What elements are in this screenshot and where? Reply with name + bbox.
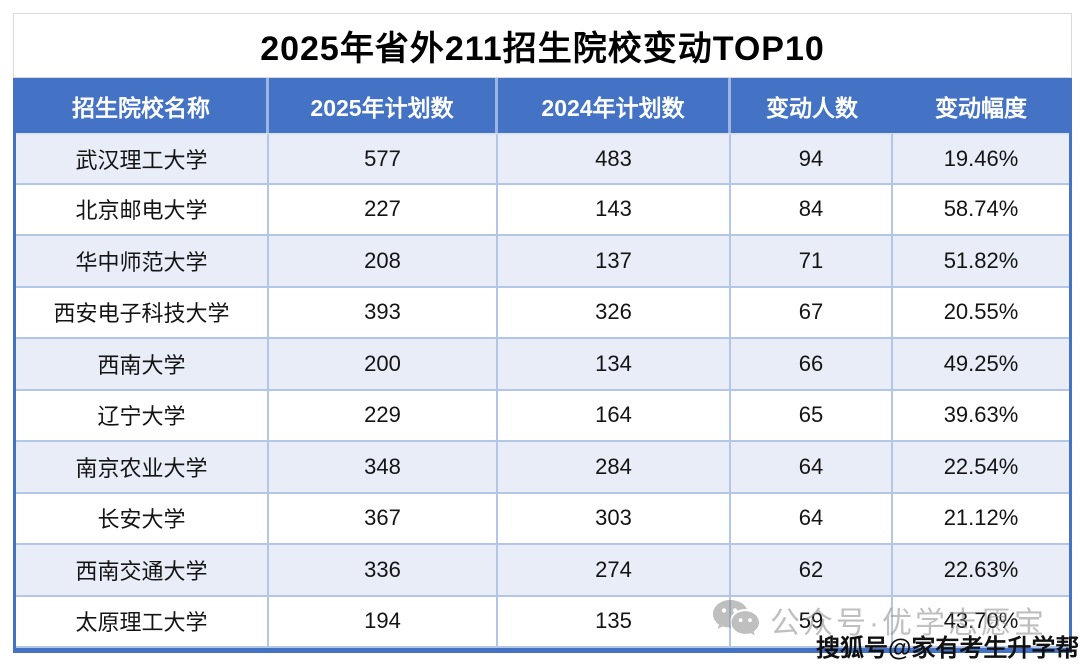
table-row: 辽宁大学 229 164 65 39.63% [16, 390, 1069, 442]
table-cell-change_rate: 22.54% [893, 442, 1069, 494]
table-cell-change_rate: 19.46% [893, 133, 1069, 185]
header-cell-2: 2024年计划数 [498, 78, 731, 133]
table-cell-change_count: 65 [731, 390, 893, 442]
table-cell-change_rate: 39.63% [893, 390, 1069, 442]
table-cell-plan_2025: 229 [269, 390, 498, 442]
table-cell-change_count: 84 [731, 184, 893, 236]
table-cell-plan_2024: 326 [498, 287, 731, 339]
table-cell-school: 华中师范大学 [16, 236, 269, 288]
admission-change-table: 招生院校名称 2025年计划数 2024年计划数 变动人数 变动幅度 武汉理工大学 577… [13, 78, 1072, 653]
table-cell-plan_2025: 336 [269, 545, 498, 597]
table-cell-change_count: 71 [731, 236, 893, 288]
table-cell-change_rate: 51.82% [893, 236, 1069, 288]
table-cell-school: 西安电子科技大学 [16, 287, 269, 339]
table-cell-school: 西南大学 [16, 339, 269, 391]
table-cell-change_count: 64 [731, 493, 893, 545]
page-title: 2025年省外211招生院校变动TOP10 [260, 30, 825, 68]
header-cell-4: 变动幅度 [935, 94, 1027, 121]
table-body: 武汉理工大学 577 483 94 19.46% 北京邮电大学 227 143 84 58.74%… [16, 133, 1069, 648]
table-cell-plan_2024: 303 [498, 493, 731, 545]
table-cell-plan_2024: 274 [498, 545, 731, 597]
table-cell-school: 辽宁大学 [16, 390, 269, 442]
table-cell-change_rate: 22.63% [893, 545, 1069, 597]
table-row: 华中师范大学 208 137 71 51.82% [16, 236, 1069, 288]
table-cell-school: 北京邮电大学 [16, 184, 269, 236]
table-cell-plan_2025: 393 [269, 287, 498, 339]
table-cell-change_count: 59 [731, 596, 893, 648]
table-cell-plan_2025: 208 [269, 236, 498, 288]
header-cell-0: 招生院校名称 [16, 78, 269, 133]
table-cell-plan_2024: 134 [498, 339, 731, 391]
table-row: 武汉理工大学 577 483 94 19.46% [16, 133, 1069, 185]
table-cell-change_rate: 20.55% [893, 287, 1069, 339]
table-cell-plan_2024: 143 [498, 184, 731, 236]
table-cell-plan_2025: 577 [269, 133, 498, 185]
table-cell-school: 太原理工大学 [16, 596, 269, 648]
table-cell-school: 武汉理工大学 [16, 133, 269, 185]
header-cell-3: 变动人数 [766, 94, 858, 121]
table-cell-change_count: 64 [731, 442, 893, 494]
table-cell-change_count: 67 [731, 287, 893, 339]
table-header-row: 招生院校名称 2025年计划数 2024年计划数 变动人数 变动幅度 [16, 78, 1069, 133]
table-cell-change_count: 94 [731, 133, 893, 185]
table-cell-change_rate: 43.70% [893, 596, 1069, 648]
table-row: 长安大学 367 303 64 21.12% [16, 493, 1069, 545]
table-row: 太原理工大学 194 135 59 43.70% [16, 596, 1069, 648]
table-cell-plan_2025: 348 [269, 442, 498, 494]
table-panel: 2025年省外211招生院校变动TOP10 招生院校名称 2025年计划数 2024… [13, 13, 1072, 653]
table-cell-change_rate: 49.25% [893, 339, 1069, 391]
table-cell-plan_2025: 194 [269, 596, 498, 648]
table-row: 北京邮电大学 227 143 84 58.74% [16, 184, 1069, 236]
table-cell-plan_2024: 137 [498, 236, 731, 288]
table-row: 西南大学 200 134 66 49.25% [16, 339, 1069, 391]
table-cell-change_rate: 21.12% [893, 493, 1069, 545]
table-cell-plan_2025: 227 [269, 184, 498, 236]
table-cell-school: 长安大学 [16, 493, 269, 545]
table-cell-plan_2024: 164 [498, 390, 731, 442]
table-cell-plan_2024: 284 [498, 442, 731, 494]
table-cell-plan_2024: 483 [498, 133, 731, 185]
table-cell-plan_2025: 367 [269, 493, 498, 545]
table-cell-change_rate: 58.74% [893, 184, 1069, 236]
table-cell-school: 西南交通大学 [16, 545, 269, 597]
title-box: 2025年省外211招生院校变动TOP10 [13, 13, 1072, 78]
table-row: 西南交通大学 336 274 62 22.63% [16, 545, 1069, 597]
table-cell-change_count: 66 [731, 339, 893, 391]
table-cell-change_count: 62 [731, 545, 893, 597]
table-cell-plan_2024: 135 [498, 596, 731, 648]
table-cell-plan_2025: 200 [269, 339, 498, 391]
header-cell-1: 2025年计划数 [269, 78, 498, 133]
table-row: 南京农业大学 348 284 64 22.54% [16, 442, 1069, 494]
table-row: 西安电子科技大学 393 326 67 20.55% [16, 287, 1069, 339]
table-cell-school: 南京农业大学 [16, 442, 269, 494]
